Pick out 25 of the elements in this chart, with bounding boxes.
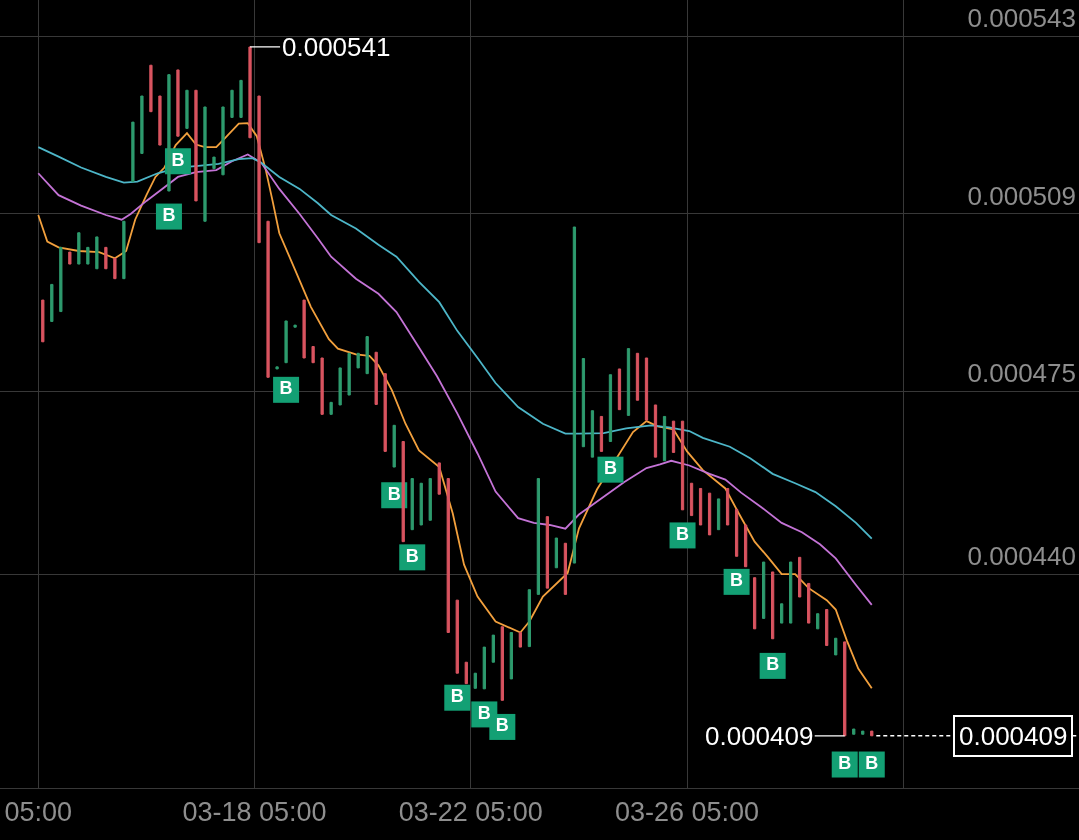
x-tick-label: 03-18 05:00 — [182, 797, 327, 828]
data-label: B — [838, 753, 852, 774]
x-tick-label: 05:00 — [4, 797, 73, 828]
y-tick-label: 0.000475 — [967, 358, 1076, 389]
data-label: B — [603, 458, 617, 479]
data-label: B — [676, 523, 690, 544]
data-label: B — [171, 149, 185, 170]
data-label: B — [495, 715, 509, 736]
data-label: B — [730, 570, 744, 591]
y-tick-label: 0.000440 — [967, 540, 1076, 571]
annotation: 0.000541 — [282, 32, 391, 62]
data-label: B — [865, 753, 879, 774]
y-tick-label: 0.000509 — [967, 180, 1076, 211]
data-label: B — [450, 686, 464, 707]
ref-line-label: 0.000409 — [959, 721, 1068, 751]
data-label: B — [387, 483, 401, 504]
y-tick-label: 0.000543 — [967, 3, 1076, 34]
annotation: 0.000409 — [705, 721, 814, 751]
data-label: B — [279, 378, 293, 399]
data-label: B — [162, 205, 176, 226]
data-label: B — [405, 545, 419, 566]
x-tick-label: 03-26 05:00 — [614, 797, 760, 828]
data-label: B — [477, 702, 491, 723]
x-tick-label: 03-22 05:00 — [398, 797, 543, 828]
data-label: B — [766, 654, 780, 675]
